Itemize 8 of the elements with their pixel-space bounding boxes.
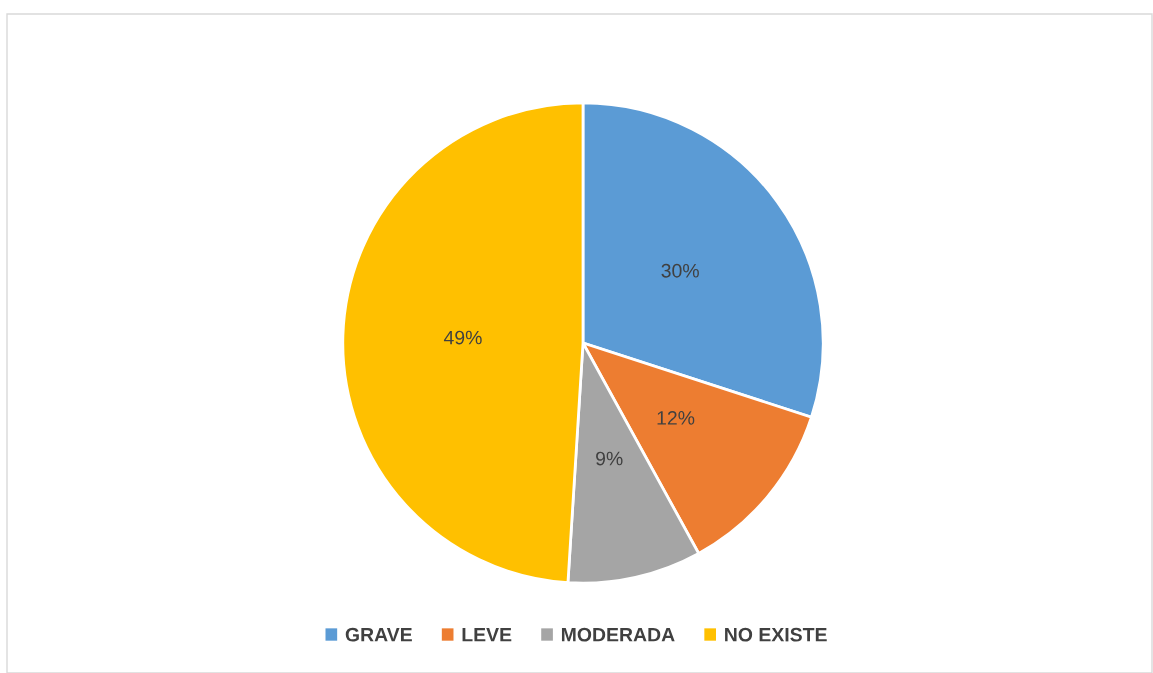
legend-label: LEVE xyxy=(462,627,512,642)
legend-label: NO EXISTE xyxy=(725,627,827,642)
data-label: 49% xyxy=(443,330,482,345)
legend-label: GRAVE xyxy=(345,627,412,642)
data-label: 30% xyxy=(661,263,699,278)
data-label: 9% xyxy=(596,451,623,466)
legend-label: MODERADA xyxy=(561,627,675,642)
data-label: 12% xyxy=(657,411,695,425)
